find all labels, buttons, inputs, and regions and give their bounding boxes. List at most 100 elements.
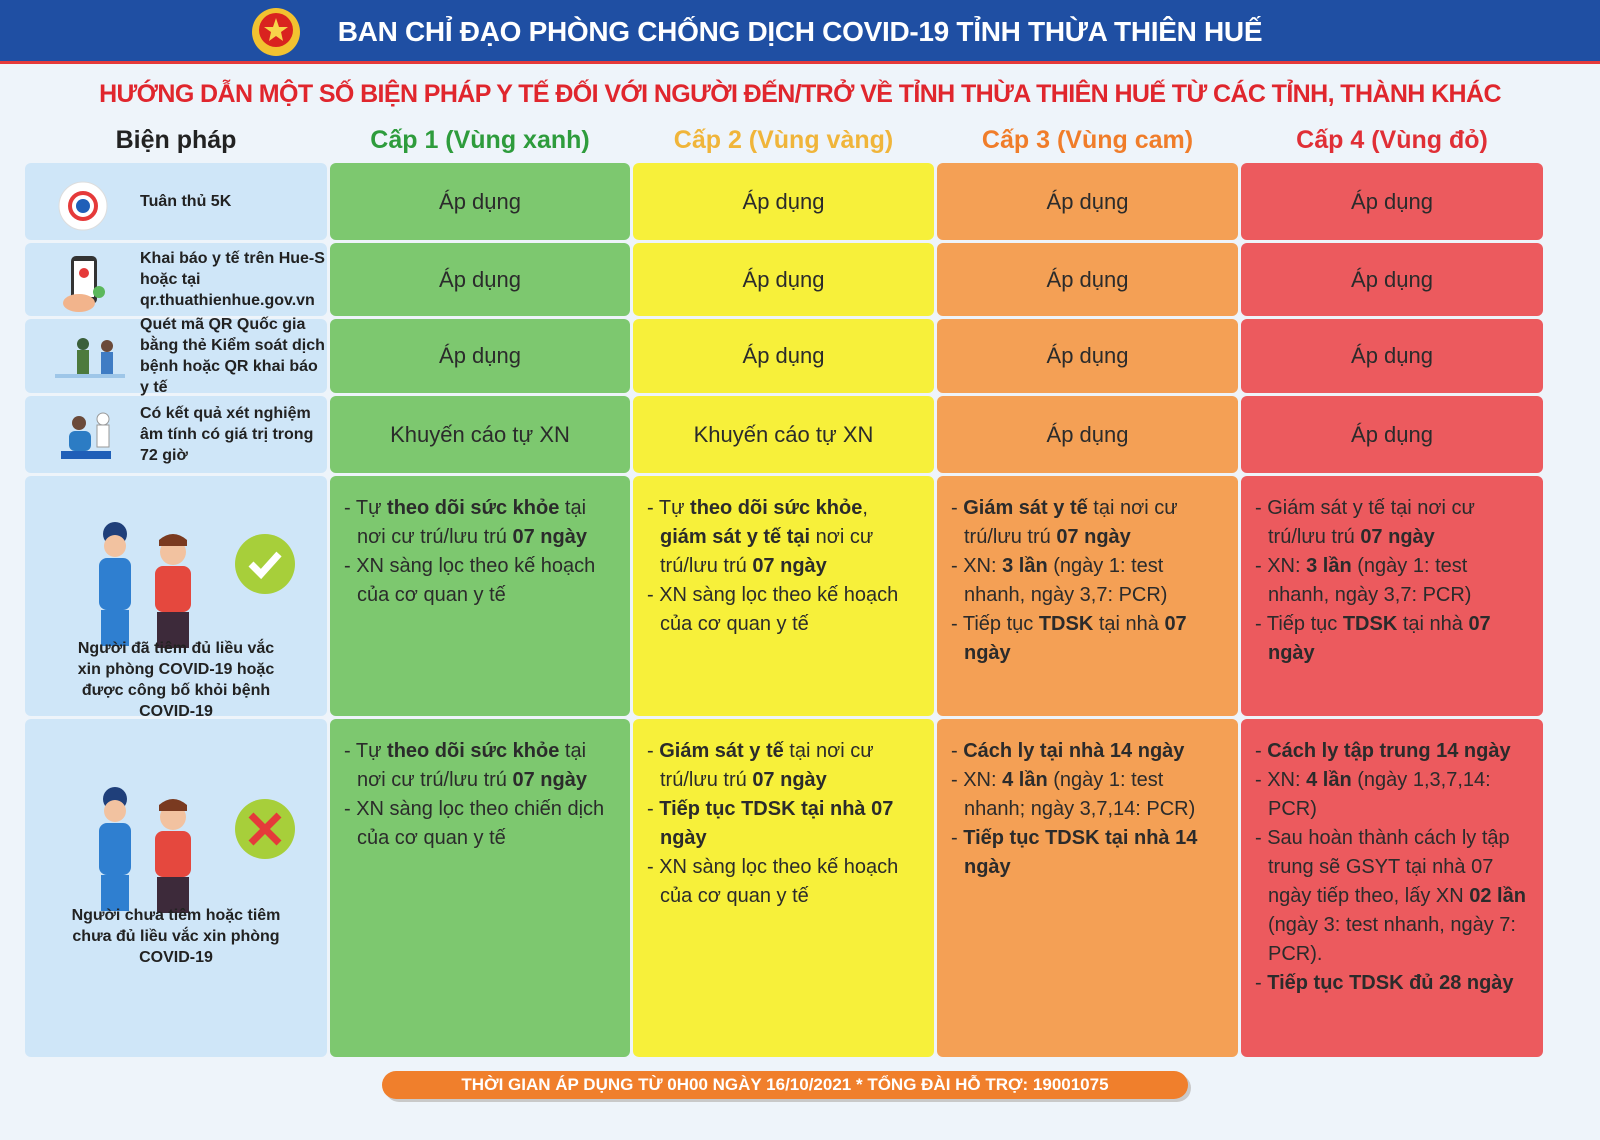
subtitle: HƯỚNG DẪN MỘT SỐ BIỆN PHÁP Y TẾ ĐỐI VỚI … (99, 80, 1501, 108)
text-run: - Sau hoàn thành cách ly tập trung sẽ GS… (1255, 827, 1510, 907)
bold-run: 4 lần (1002, 769, 1048, 791)
row-label-cell: Khai báo y tế trên Hue-S hoặc tại qr.thu… (25, 243, 327, 316)
list-item: - Tiếp tục TDSK tại nhà 07 ngày (1255, 610, 1529, 668)
row-label: Tuân thủ 5K (140, 193, 232, 210)
text-run: - XN sàng lọc theo chiến dịch của cơ qua… (344, 798, 605, 849)
list-item: - XN: 4 lần (ngày 1,3,7,14: PCR) (1255, 766, 1529, 824)
row-label-cell: Có kết quả xét nghiệm âm tính có giá trị… (25, 396, 327, 473)
row-label: Quét mã QR Quốc gia bằng thẻ Kiểm soát d… (140, 316, 325, 396)
text-run: (ngày 1,3,7,14: PCR) (1268, 769, 1491, 820)
bold-run: 3 lần (1002, 555, 1048, 577)
text-run: (ngày 1: test nhanh; ngày 3,7,14: PCR) (964, 769, 1196, 820)
column-header: Cấp 3 (Vùng cam) (981, 126, 1194, 154)
text-run: - (647, 740, 660, 762)
text-run: - (951, 827, 964, 849)
text-run: - (647, 798, 660, 820)
table-cell: - Giám sát y tế tại nơi cư trú/lưu trú 0… (1241, 476, 1543, 716)
bold-run: TDSK (1038, 613, 1094, 635)
row-label-cell: Quét mã QR Quốc gia bằng thẻ Kiểm soát d… (25, 316, 327, 396)
text-run: - (951, 740, 964, 762)
text-run: - XN sàng lọc theo kế hoạch của cơ quan … (344, 555, 596, 606)
row-icon (99, 522, 295, 648)
row-label-cell: Người chưa tiêm hoặc tiêm chưa đủ liều v… (25, 719, 327, 1057)
column-header: Cấp 2 (Vùng vàng) (673, 126, 894, 154)
bold-run: Cách ly tập trung 14 ngày (1267, 740, 1511, 762)
table-cell: Áp dụng (633, 243, 934, 316)
text-run: tại nhà (1093, 613, 1165, 635)
text-run: - Tiếp tục (951, 613, 1039, 635)
table-cell: Áp dụng (330, 319, 630, 393)
list-item: - Tiếp tục TDSK tại nhà 07 ngày (647, 795, 920, 853)
text-run: nơi cư trú/lưu trú (660, 526, 874, 577)
bold-run: 07 ngày (512, 526, 587, 548)
bold-run: 07 ngày (1360, 526, 1435, 548)
column-header: Cấp 4 (Vùng đỏ) (1296, 126, 1488, 154)
text-run: - XN: (1255, 555, 1307, 577)
bold-run: 07 ngày (752, 769, 827, 791)
text-run: - XN sàng lọc theo kế hoạch của cơ quan … (647, 584, 899, 635)
bold-run: Giám sát y tế (659, 740, 784, 762)
row-label: Người chưa tiêm hoặc tiêm chưa đủ liều v… (71, 907, 281, 966)
table-cell: - Tự theo dõi sức khỏe tại nơi cư trú/lư… (330, 476, 630, 716)
text-run: - XN: (951, 769, 1003, 791)
table-cell: Khuyến cáo tự XN (633, 396, 934, 473)
row-icon (55, 338, 125, 378)
text-run: (ngày 1: test nhanh, ngày 3,7: PCR) (964, 555, 1168, 606)
list-item: - Cách ly tập trung 14 ngày (1255, 737, 1529, 766)
list-item: - Tiếp tục TDSK tại nhà 07 ngày (951, 610, 1224, 668)
text-run: - (1255, 740, 1268, 762)
list-item: - Giám sát y tế tại nơi cư trú/lưu trú 0… (1255, 494, 1529, 552)
text-run: - Tự (344, 497, 388, 519)
text-run: - Tự (344, 740, 388, 762)
table-cell: Áp dụng (1241, 396, 1543, 473)
bold-run: 3 lần (1306, 555, 1352, 577)
column-header: Biện pháp (115, 126, 237, 154)
bold-run: TDSK (1342, 613, 1398, 635)
text-run: tại nơi cư trú/lưu trú (660, 740, 874, 791)
table-cell: Áp dụng (1241, 243, 1543, 316)
list-item: - Tự theo dõi sức khỏe tại nơi cư trú/lư… (344, 494, 616, 552)
bold-run: 07 ngày (512, 769, 587, 791)
text-run: - (951, 497, 964, 519)
text-run: tại nơi cư trú/lưu trú (357, 497, 587, 548)
text-run: - Tiếp tục (1255, 613, 1343, 635)
text-run: (ngày 1: test nhanh, ngày 3,7: PCR) (1268, 555, 1472, 606)
table-cell: Áp dụng (1241, 319, 1543, 393)
text-run: tại nơi cư trú/lưu trú (357, 740, 587, 791)
row-icon (99, 787, 295, 913)
row-label-cell: Người đã tiêm đủ liều vắc xin phòng COVI… (25, 476, 327, 720)
list-item: - XN: 3 lần (ngày 1: test nhanh, ngày 3,… (1255, 552, 1529, 610)
table-cell: - Cách ly tại nhà 14 ngày - XN: 4 lần (ng… (937, 719, 1238, 1057)
list-item: - XN sàng lọc theo kế hoạch của cơ quan … (647, 853, 920, 911)
table-cell: Áp dụng (633, 163, 934, 240)
bold-run: 02 lần (1469, 885, 1526, 907)
footer-note: THỜI GIAN ÁP DỤNG TỪ 0H00 NGÀY 16/10/202… (382, 1071, 1188, 1099)
table-cell: Áp dụng (633, 319, 934, 393)
bold-run: 07 ngày (964, 613, 1187, 664)
list-item: - Giám sát y tế tại nơi cư trú/lưu trú 0… (647, 737, 920, 795)
text-run: - XN sàng lọc theo kế hoạch của cơ quan … (647, 856, 899, 907)
list-item: - XN sàng lọc theo kế hoạch của cơ quan … (344, 552, 616, 610)
table-cell: - Giám sát y tế tại nơi cư trú/lưu trú 0… (633, 719, 934, 1057)
list-item: - XN sàng lọc theo chiến dịch của cơ qua… (344, 795, 616, 853)
table-cell: Áp dụng (937, 396, 1238, 473)
bold-run: 07 ngày (752, 555, 827, 577)
table-cell: - Tự theo dõi sức khỏe, giám sát y tế tạ… (633, 476, 934, 716)
bold-run: Tiếp tục TDSK đủ 28 ngày (1267, 972, 1514, 994)
list-item: - XN: 3 lần (ngày 1: test nhanh, ngày 3,… (951, 552, 1224, 610)
bold-run: Cách ly tại nhà 14 ngày (963, 740, 1185, 762)
list-item: - Tiếp tục TDSK đủ 28 ngày (1255, 969, 1529, 998)
row-label-cell: Tuân thủ 5K (25, 163, 327, 240)
table-cell: - Tự theo dõi sức khỏe tại nơi cư trú/lư… (330, 719, 630, 1057)
text-run: - (1255, 972, 1268, 994)
bold-run: Giám sát y tế (963, 497, 1088, 519)
row-label: Người đã tiêm đủ liều vắc xin phòng COVI… (77, 640, 275, 720)
emblem (252, 8, 300, 56)
text-run: tại nhà (1397, 613, 1469, 635)
bold-run: theo dõi sức khỏe (690, 497, 863, 519)
text-run: - XN: (1255, 769, 1307, 791)
bold-run: 07 ngày (1268, 613, 1491, 664)
bold-run: 4 lần (1306, 769, 1352, 791)
text-run: (ngày 3: test nhanh, ngày 7: PCR). (1268, 914, 1516, 965)
